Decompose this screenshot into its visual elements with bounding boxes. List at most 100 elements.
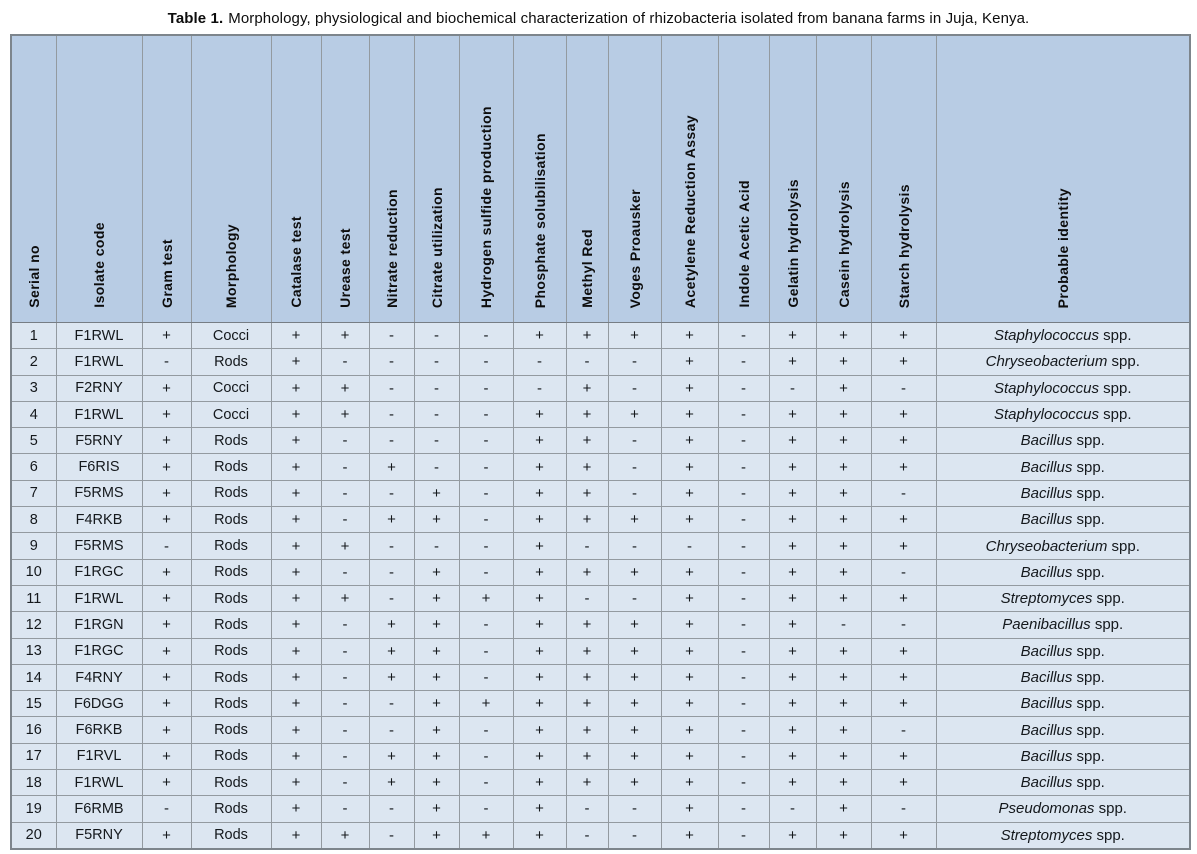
table-row: 8 F4RKB + Rods + - + + - + + + + - + + + Bacillus spp.: [10, 506, 1191, 534]
col-header-urease-test: Urease test: [320, 34, 370, 323]
cell-phosphate-solubilisation: +: [512, 584, 567, 613]
cell-probable-identity: Chryseobacterium spp.: [935, 532, 1191, 560]
cell-phosphate-solubilisation: +: [512, 506, 567, 534]
cell-isolate-code: F5RMS: [55, 532, 143, 560]
cell-nitrate-reduction: +: [368, 769, 415, 797]
cell-gelatin-hydrolysis: +: [768, 611, 817, 639]
cell-methyl-red: -: [565, 348, 609, 376]
cell-hydrogen-sulfide-production: -: [458, 479, 514, 508]
cell-isolate-code: F2RNY: [55, 374, 143, 402]
cell-indole-acetic-acid: -: [717, 663, 770, 692]
genus-name: Chryseobacterium: [985, 353, 1108, 371]
cell-urease-test: +: [320, 374, 370, 402]
cell-urease-test: -: [320, 611, 370, 639]
cell-starch-hydrolysis: +: [870, 637, 937, 665]
col-header-nitrate-reduction: Nitrate reduction: [368, 34, 415, 323]
cell-morphology: Rods: [190, 348, 272, 376]
cell-acetylene-reduction-assay: +: [660, 400, 719, 429]
cell-morphology: Rods: [190, 742, 272, 771]
cell-gelatin-hydrolysis: +: [768, 427, 817, 455]
species-suffix: spp.: [1092, 590, 1125, 608]
cell-acetylene-reduction-assay: +: [660, 348, 719, 376]
cell-acetylene-reduction-assay: +: [660, 611, 719, 639]
cell-gelatin-hydrolysis: +: [768, 690, 817, 718]
cell-gram-test: +: [141, 637, 192, 665]
cell-morphology: Rods: [190, 795, 272, 823]
cell-catalase-test: +: [270, 321, 322, 350]
cell-catalase-test: +: [270, 558, 322, 586]
cell-urease-test: -: [320, 453, 370, 481]
col-header-casein-hydrolysis: Casein hydrolysis: [815, 34, 872, 323]
cell-probable-identity: Streptomyces spp.: [935, 821, 1191, 850]
genus-name: Pseudomonas: [998, 800, 1095, 818]
cell-citrate-utilization: +: [413, 821, 460, 850]
species-suffix: spp.: [1072, 563, 1105, 581]
cell-acetylene-reduction-assay: +: [660, 453, 719, 481]
cell-citrate-utilization: +: [413, 769, 460, 797]
cell-serial-no: 15: [10, 690, 57, 718]
col-header-voges-proausker: Voges Proausker: [607, 34, 662, 323]
cell-serial-no: 17: [10, 742, 57, 771]
species-suffix: spp.: [1107, 353, 1140, 371]
col-header-serial-no: Serial no: [10, 34, 57, 323]
cell-gelatin-hydrolysis: +: [768, 716, 817, 744]
cell-catalase-test: +: [270, 663, 322, 692]
cell-casein-hydrolysis: +: [815, 400, 872, 429]
cell-probable-identity: Bacillus spp.: [935, 558, 1191, 586]
cell-starch-hydrolysis: +: [870, 506, 937, 534]
cell-casein-hydrolysis: +: [815, 479, 872, 508]
cell-methyl-red: +: [565, 506, 609, 534]
cell-probable-identity: Bacillus spp.: [935, 769, 1191, 797]
cell-casein-hydrolysis: +: [815, 558, 872, 586]
cell-catalase-test: +: [270, 374, 322, 402]
cell-voges-proausker: +: [607, 690, 662, 718]
cell-isolate-code: F6RMB: [55, 795, 143, 823]
cell-urease-test: -: [320, 742, 370, 771]
cell-casein-hydrolysis: +: [815, 821, 872, 850]
cell-citrate-utilization: +: [413, 611, 460, 639]
cell-methyl-red: -: [565, 584, 609, 613]
col-header-phosphate-solubilisation: Phosphate solubilisation: [512, 34, 567, 323]
cell-urease-test: +: [320, 821, 370, 850]
cell-hydrogen-sulfide-production: -: [458, 742, 514, 771]
col-header-label: Phosphate solubilisation: [531, 132, 548, 308]
cell-isolate-code: F1RWL: [55, 348, 143, 376]
table-caption: Table 1. Morphology, physiological and bi…: [0, 0, 1197, 28]
cell-serial-no: 13: [10, 637, 57, 665]
cell-morphology: Cocci: [190, 321, 272, 350]
species-suffix: spp.: [1072, 774, 1105, 792]
cell-probable-identity: Streptomyces spp.: [935, 584, 1191, 613]
genus-name: Bacillus: [1020, 642, 1073, 660]
genus-name: Chryseobacterium: [985, 537, 1108, 555]
cell-serial-no: 9: [10, 532, 57, 560]
col-header-starch-hydrolysis: Starch hydrolysis: [870, 34, 937, 323]
cell-starch-hydrolysis: +: [870, 584, 937, 613]
cell-gelatin-hydrolysis: +: [768, 400, 817, 429]
cell-serial-no: 3: [10, 374, 57, 402]
col-header-label: Casein hydrolysis: [835, 181, 852, 308]
species-suffix: spp.: [1072, 721, 1105, 739]
col-header-isolate-code: Isolate code: [55, 34, 143, 323]
cell-hydrogen-sulfide-production: -: [458, 716, 514, 744]
cell-hydrogen-sulfide-production: +: [458, 584, 514, 613]
cell-isolate-code: F1RGC: [55, 558, 143, 586]
cell-nitrate-reduction: -: [368, 821, 415, 850]
col-header-label: Urease test: [337, 228, 353, 308]
cell-gram-test: -: [141, 532, 192, 560]
cell-gram-test: +: [141, 400, 192, 429]
cell-morphology: Rods: [190, 584, 272, 613]
cell-nitrate-reduction: -: [368, 427, 415, 455]
cell-morphology: Rods: [190, 663, 272, 692]
cell-morphology: Rods: [190, 558, 272, 586]
cell-nitrate-reduction: +: [368, 506, 415, 534]
col-header-label: Citrate utilization: [428, 186, 445, 308]
cell-casein-hydrolysis: +: [815, 742, 872, 771]
col-header-label: Methyl Red: [579, 229, 595, 308]
col-header-morphology: Morphology: [190, 34, 272, 323]
cell-hydrogen-sulfide-production: -: [458, 637, 514, 665]
cell-acetylene-reduction-assay: +: [660, 663, 719, 692]
cell-morphology: Rods: [190, 690, 272, 718]
cell-nitrate-reduction: -: [368, 400, 415, 429]
cell-hydrogen-sulfide-production: -: [458, 400, 514, 429]
cell-voges-proausker: +: [607, 716, 662, 744]
